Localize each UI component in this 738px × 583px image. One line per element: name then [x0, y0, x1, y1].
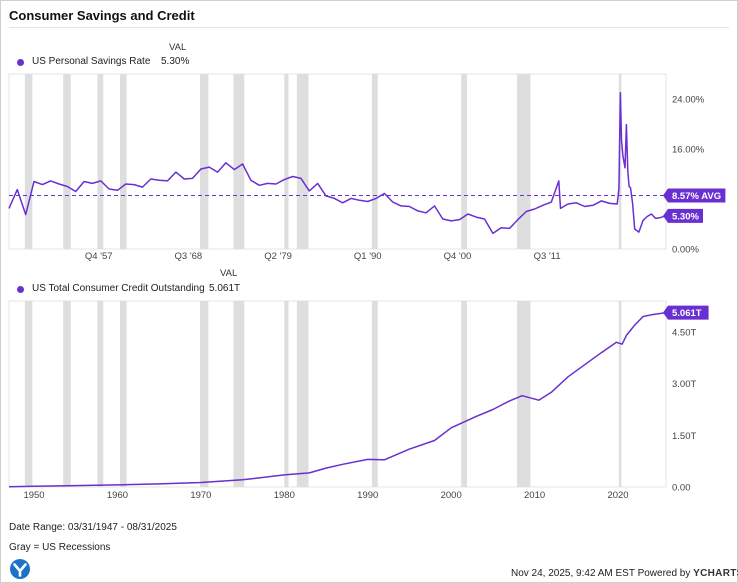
powered-by-text: Powered by [637, 568, 691, 579]
savings-x-tick-label: Q1 '90 [354, 251, 382, 262]
credit-x-tick-label: 1980 [274, 490, 295, 501]
legend-series-value: 5.061T [209, 283, 241, 294]
credit-recession-band [461, 301, 468, 487]
credit-x-tick-label: 1990 [357, 490, 378, 501]
credit-recession-band [97, 301, 104, 487]
savings-plot-area [8, 73, 667, 250]
credit-recession-band [618, 301, 622, 487]
credit-y-tick-label: 0.00 [672, 483, 691, 494]
savings-average-badge [663, 188, 726, 203]
savings-y-tick-label: 16.00% [672, 145, 705, 156]
recession-note-text: Gray = US Recessions [9, 542, 111, 553]
credit-y-tick-label: 1.50T [672, 431, 696, 442]
credit-plot-area [8, 300, 667, 488]
savings-average-badge-text: 8.57% AVG [672, 191, 721, 202]
savings-x-tick-label: Q4 '57 [85, 251, 113, 262]
credit-recession-band [517, 301, 531, 487]
title-divider [9, 27, 729, 28]
savings-x-tick-label: Q2 '79 [264, 251, 292, 262]
savings-y-tick-label: 0.00% [672, 245, 699, 256]
credit-x-tick-label: 2010 [524, 490, 545, 501]
credit-x-tick-label: 1950 [23, 490, 44, 501]
savings-x-tick-label: Q4 '00 [444, 251, 472, 262]
savings-last-value-badge [663, 208, 703, 223]
legend-val-header: VAL [220, 268, 238, 279]
credit-last-value-badge [663, 305, 709, 320]
savings-x-tick-label: Q3 '11 [534, 251, 561, 262]
credit-recession-band [284, 301, 289, 487]
legend-series-name: US Personal Savings Rate [32, 56, 151, 67]
savings-recession-band [517, 74, 531, 249]
footer-credit: Nov 24, 2025, 9:42 AM EST Powered by YCH… [511, 568, 738, 579]
savings-recession-band [296, 74, 309, 249]
credit-x-tick-label: 1960 [107, 490, 128, 501]
savings-recession-band [200, 74, 209, 249]
credit-recession-band [119, 301, 127, 487]
savings-recession-band [371, 74, 378, 249]
credit-recession-band [24, 301, 33, 487]
credit-x-tick-label: 2020 [607, 490, 628, 501]
credit-y-tick-label: 3.00T [672, 379, 696, 390]
credit-x-tick-label: 2000 [441, 490, 462, 501]
legend-series-value: 5.30% [161, 56, 190, 67]
series-dot-icon [17, 59, 24, 66]
savings-x-tick-label: Q3 '68 [175, 251, 203, 262]
savings-recession-band [618, 74, 622, 249]
legend-val-header: VAL [169, 42, 187, 53]
savings-recession-band [461, 74, 468, 249]
series-dot-icon [17, 286, 24, 293]
credit-y-tick-label: 4.50T [672, 328, 696, 339]
savings-recession-band [97, 74, 104, 249]
credit-recession-band [233, 301, 245, 487]
savings-recession-band [233, 74, 245, 249]
savings-y-tick-label: 24.00% [672, 95, 705, 106]
ycharts-logo-icon [10, 559, 30, 579]
savings-recession-band [119, 74, 127, 249]
credit-recession-band [296, 301, 309, 487]
credit-recession-band [200, 301, 209, 487]
ycharts-brand-link[interactable]: YCHARTS [693, 568, 738, 579]
timestamp-text: Nov 24, 2025, 9:42 AM EST [511, 568, 635, 579]
date-range-text: Date Range: 03/31/1947 - 08/31/2025 [9, 522, 177, 533]
credit-x-tick-label: 1970 [190, 490, 211, 501]
legend-series-name: US Total Consumer Credit Outstanding [32, 283, 205, 294]
savings-recession-band [284, 74, 289, 249]
credit-series-line [8, 311, 666, 488]
credit-recession-band [63, 301, 71, 487]
savings-last-value-badge-text: 5.30% [672, 211, 699, 222]
credit-last-value-badge-text: 5.061T [672, 308, 702, 319]
savings-recession-band [24, 74, 33, 249]
savings-recession-band [63, 74, 71, 249]
savings-series-line [8, 92, 666, 235]
chart-title: Consumer Savings and Credit [9, 8, 195, 23]
credit-recession-band [371, 301, 378, 487]
